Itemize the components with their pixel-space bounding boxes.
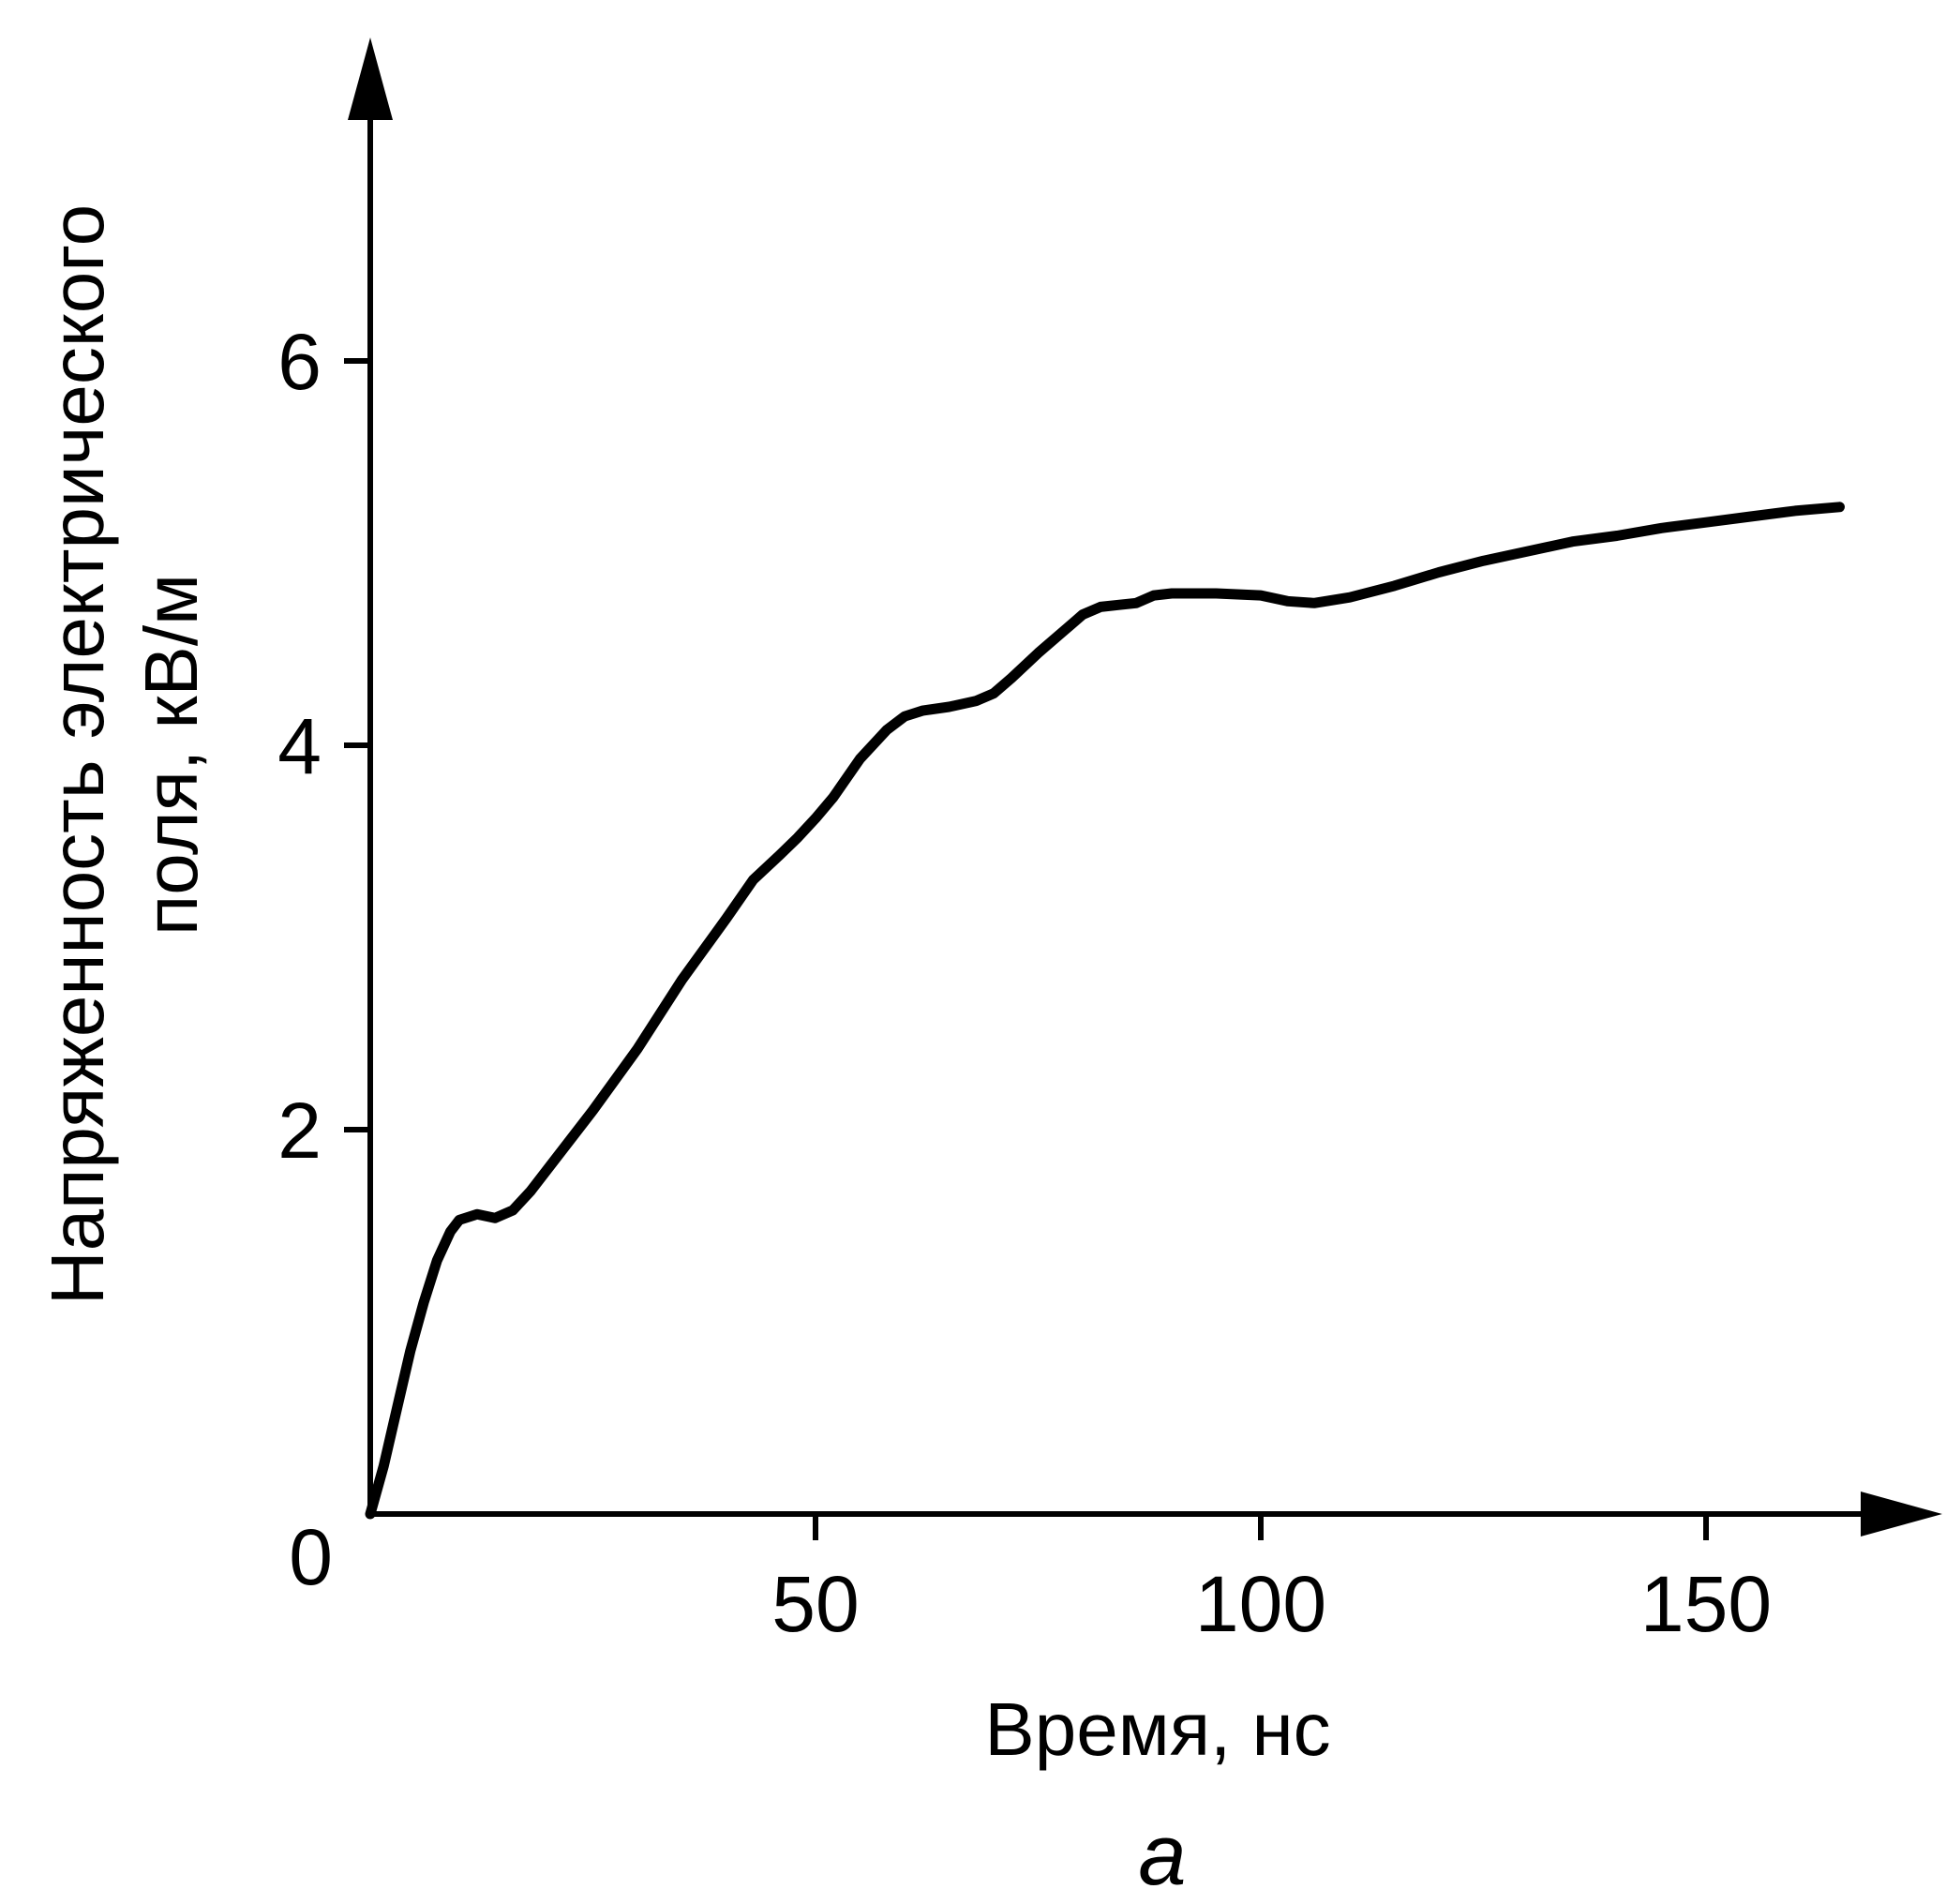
- x-axis-label: Время, нс: [984, 1687, 1330, 1771]
- y-axis-label-line: поля, кВ/м: [129, 574, 213, 936]
- y-tick-label: 6: [277, 318, 322, 406]
- x-tick-label: 150: [1640, 1560, 1772, 1648]
- y-tick-label: 4: [277, 702, 322, 790]
- ticks: 50 100 150 2 4 6 0: [277, 318, 1772, 1648]
- x-tick-label: 100: [1195, 1560, 1326, 1648]
- series: [365, 502, 1845, 1520]
- x-tick-label: 50: [771, 1560, 859, 1648]
- origin-label: 0: [289, 1513, 333, 1601]
- x-axis-arrow: [1861, 1492, 1942, 1537]
- series-line: [365, 502, 1845, 1520]
- labels: Время, нс Напряженность электрического пол…: [36, 204, 1331, 1903]
- panel-label: а: [1138, 1807, 1186, 1903]
- y-axis-label-line: Напряженность электрического: [36, 204, 119, 1305]
- axes: [348, 37, 1942, 1537]
- y-axis-arrow: [348, 37, 393, 120]
- y-tick-label: 2: [277, 1087, 322, 1175]
